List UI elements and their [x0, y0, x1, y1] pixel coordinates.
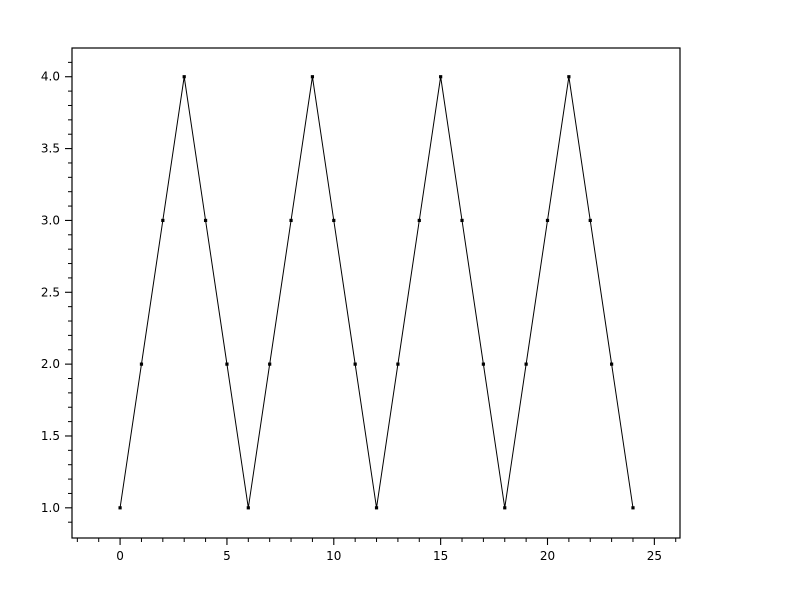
x-tick-label: 15: [433, 549, 448, 563]
data-series-markers: [118, 75, 635, 510]
data-point-marker: [374, 506, 379, 510]
y-tick-label: 4.0: [41, 70, 60, 84]
x-tick-label: 5: [223, 549, 231, 563]
data-point-marker: [439, 75, 443, 79]
y-tick-label: 2.5: [41, 285, 60, 299]
data-point-marker: [182, 75, 186, 79]
y-axis-tick-labels: 1.0 1.5 2.0 2.5 3.0 3.5 4.0: [41, 70, 60, 515]
y-tick-label: 3.5: [41, 142, 60, 156]
data-point-marker: [481, 362, 485, 366]
data-point-marker: [203, 218, 208, 223]
data-point-marker: [225, 362, 229, 366]
x-axis-tick-labels: 0 5 10 15 20 25: [116, 549, 662, 563]
axes-background: [72, 48, 680, 538]
x-tick-label: 10: [326, 549, 341, 563]
data-point-marker: [588, 218, 592, 223]
data-point-marker: [246, 506, 250, 510]
y-tick-label: 3.0: [41, 213, 60, 227]
data-point-marker: [460, 218, 464, 223]
y-axis-major-ticks: [65, 76, 72, 509]
data-point-marker: [503, 506, 507, 510]
data-point-marker: [610, 362, 614, 366]
data-point-marker: [118, 506, 122, 510]
data-point-marker: [545, 218, 550, 223]
data-point-marker: [310, 75, 315, 79]
data-point-marker: [139, 362, 144, 366]
data-point-marker: [332, 218, 336, 223]
data-point-marker: [161, 218, 165, 223]
data-point-marker: [417, 218, 421, 223]
data-point-marker: [631, 506, 635, 510]
x-axis-minor-ticks: [76, 538, 677, 542]
y-tick-label: 2.0: [41, 357, 60, 371]
data-point-marker: [396, 362, 400, 366]
axes-frame: [71, 47, 681, 539]
y-tick-label: 1.0: [41, 501, 60, 515]
data-point-marker: [268, 362, 272, 366]
x-tick-label: 0: [116, 549, 124, 563]
data-point-marker: [567, 75, 571, 79]
y-axis-minor-ticks: [68, 61, 72, 523]
x-tick-label: 25: [647, 549, 662, 563]
x-axis-major-ticks: [119, 538, 655, 545]
x-tick-label: 20: [540, 549, 555, 563]
y-tick-label: 1.5: [41, 429, 60, 443]
data-point-marker: [353, 362, 357, 366]
data-point-marker: [289, 218, 293, 223]
data-point-marker: [524, 362, 528, 366]
